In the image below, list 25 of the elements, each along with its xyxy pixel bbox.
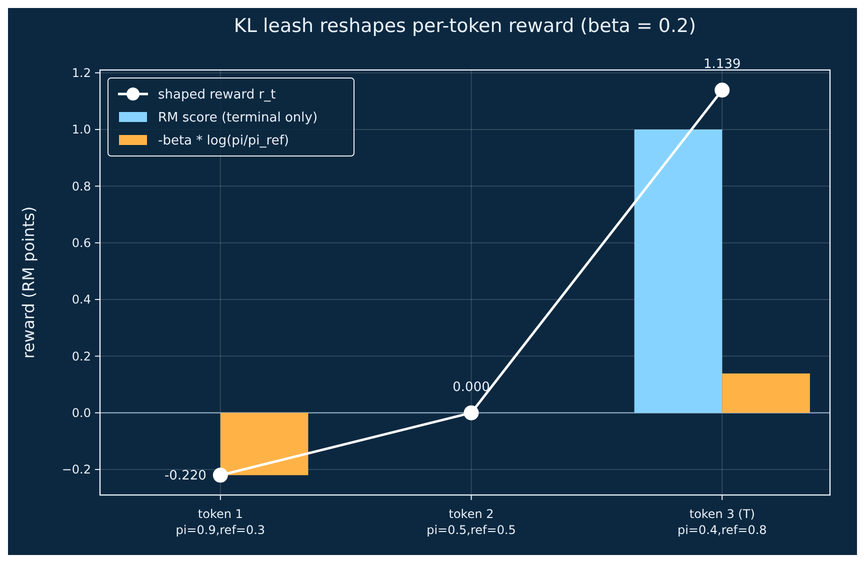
y-tick-label: 0.2	[72, 349, 91, 364]
y-axis-title: reward (RM points)	[19, 206, 38, 359]
legend-label: shaped reward r_t	[158, 88, 276, 103]
y-tick-label: 0.8	[72, 179, 91, 194]
bar	[634, 130, 722, 413]
bar	[220, 412, 308, 476]
y-tick-label: 0.0	[72, 406, 91, 420]
bar	[722, 373, 810, 413]
legend-label: -beta * log(pi/pi_ref)	[158, 134, 289, 149]
point	[464, 405, 479, 420]
legend-label: RM score (terminal only)	[158, 110, 318, 126]
x-tick-label: token 3 (T) pi=0.4,ref=0.8	[677, 507, 767, 537]
data-label: 1.139	[704, 57, 741, 72]
y-tick-label: 0.6	[72, 236, 91, 250]
x-tick-label: token 1 pi=0.9,ref=0.3	[176, 507, 266, 537]
y-tick-label: 1.0	[72, 122, 91, 137]
data-label: 0.000	[452, 380, 490, 395]
y-tick-label: 0.4	[72, 292, 91, 307]
data-label: -0.220	[164, 468, 206, 484]
point	[714, 82, 730, 98]
point	[212, 468, 228, 483]
chart-title: KL leash reshapes per-token reward (beta = 0.2)	[234, 15, 696, 37]
x-tick-label: token 2 pi=0.5,ref=0.5	[426, 507, 516, 537]
y-tick-label: −0.2	[62, 462, 91, 477]
y-tick-label: 1.2	[72, 66, 91, 80]
